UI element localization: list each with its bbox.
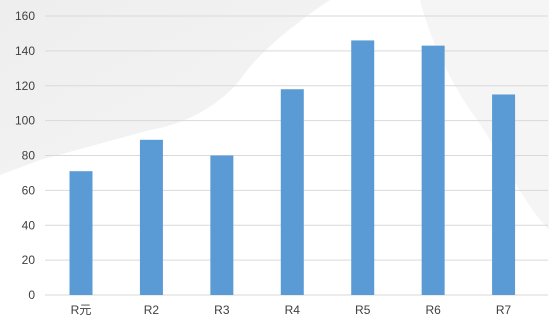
x-tick-label: R5	[355, 303, 371, 317]
y-tick-label: 120	[15, 79, 35, 93]
bar-R5	[351, 40, 375, 295]
bar-R元	[69, 171, 93, 295]
y-tick-label: 0	[28, 288, 35, 302]
x-tick-label: R2	[144, 303, 160, 317]
bar-R4	[280, 89, 304, 295]
x-tick-label: R6	[425, 303, 441, 317]
x-axis-ticks: R元 R2 R3 R4 R5 R6 R7	[71, 303, 512, 317]
bar-R7	[492, 94, 516, 295]
y-tick-label: 160	[15, 9, 35, 23]
y-tick-label: 40	[22, 218, 36, 232]
y-tick-label: 100	[15, 114, 35, 128]
bar-R2	[139, 139, 163, 295]
x-tick-label: R7	[496, 303, 512, 317]
x-tick-label: R3	[214, 303, 230, 317]
x-tick-label: R4	[285, 303, 301, 317]
x-tick-label: R元	[71, 303, 92, 317]
bar-R6	[421, 45, 445, 295]
bars	[69, 40, 516, 295]
y-tick-label: 60	[22, 183, 36, 197]
y-axis-ticks: 0 20 40 60 80 100 120 140 160	[15, 9, 35, 302]
y-tick-label: 140	[15, 44, 35, 58]
y-tick-label: 20	[22, 253, 36, 267]
y-tick-label: 80	[22, 149, 36, 163]
bar-R3	[210, 155, 234, 295]
